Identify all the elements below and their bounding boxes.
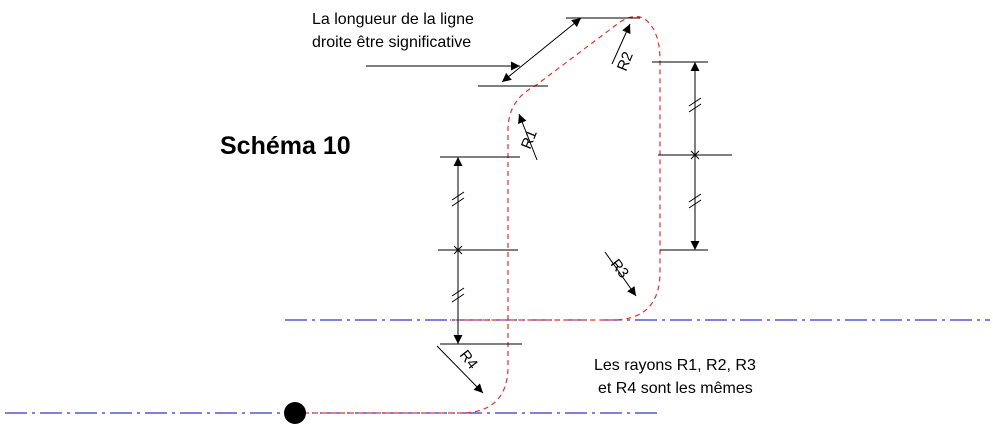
straight-length-dimension <box>366 17 640 87</box>
schema-title: Schéma 10 <box>220 132 351 160</box>
start-point <box>284 402 306 424</box>
r1-leader <box>518 113 538 161</box>
radius-leaders <box>436 23 637 394</box>
routed-path <box>295 15 661 414</box>
r4-leader <box>436 345 484 394</box>
radii-note-line1: Les rayons R1, R2, R3 <box>594 357 756 374</box>
r2-label: R2 <box>614 49 637 73</box>
radii-note-line2: et R4 sont les mêmes <box>598 380 753 397</box>
straight-line-note-line2: droite être significative <box>312 34 471 51</box>
centerlines <box>5 319 990 414</box>
left-dimension <box>438 156 522 345</box>
r2-leader <box>611 23 631 65</box>
r1-label: R1 <box>518 127 541 151</box>
r3-leader <box>604 251 637 297</box>
right-dimension <box>652 61 732 251</box>
straight-line-note-line1: La longueur de la ligne <box>312 11 474 28</box>
